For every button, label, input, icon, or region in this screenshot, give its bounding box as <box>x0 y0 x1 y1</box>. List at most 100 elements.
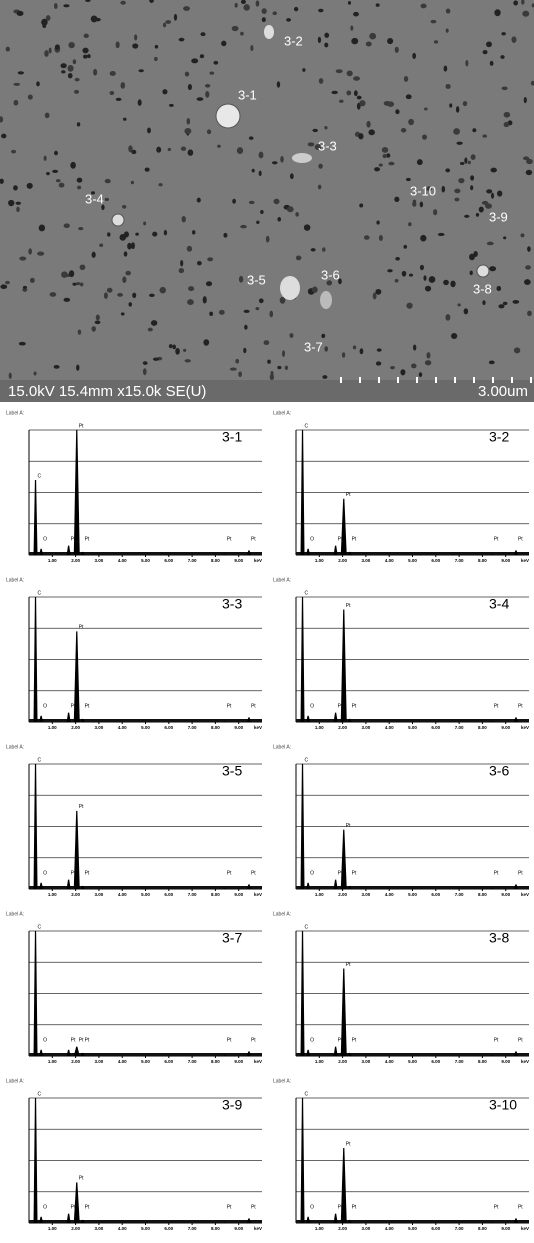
pore <box>41 18 48 26</box>
pore <box>63 297 71 302</box>
peak <box>340 829 347 889</box>
pore <box>462 100 468 107</box>
pore <box>428 276 436 283</box>
peak <box>222 1222 227 1223</box>
pore <box>467 160 471 165</box>
pore <box>378 234 383 242</box>
pore <box>103 292 108 299</box>
peak <box>66 1049 71 1056</box>
pore <box>240 31 244 36</box>
pore <box>58 182 65 188</box>
pore <box>15 201 22 205</box>
x-tick-label: 2.00 <box>71 725 80 730</box>
peak-label: Pt <box>518 703 523 709</box>
pore <box>359 100 366 107</box>
peak-label: O <box>310 536 314 542</box>
pore <box>458 177 465 184</box>
pore <box>405 94 412 100</box>
pore <box>482 134 487 138</box>
spectrum-label: Label A: <box>273 744 291 750</box>
pore <box>501 32 506 36</box>
pore <box>359 348 364 355</box>
peak <box>73 1046 80 1056</box>
pore <box>132 43 139 49</box>
pore <box>486 241 494 246</box>
pore <box>520 233 525 238</box>
pore <box>395 109 400 115</box>
x-tick-label: 3.00 <box>95 558 104 563</box>
pore <box>260 209 264 214</box>
pore <box>76 122 81 127</box>
pore <box>445 83 451 89</box>
pore <box>420 234 427 242</box>
pore <box>381 146 389 153</box>
peak <box>80 885 85 889</box>
pore <box>501 86 508 91</box>
x-tick-label: 4.00 <box>118 892 127 897</box>
pore <box>295 255 302 261</box>
pore <box>307 142 315 147</box>
peak-label: Pt <box>352 870 357 876</box>
sem-label: 3-4 <box>85 191 104 206</box>
pore <box>178 267 185 274</box>
peak-label: Pt <box>352 1204 357 1210</box>
pore <box>376 348 382 352</box>
pore <box>22 287 28 292</box>
pore <box>91 326 96 332</box>
peak-label: Pt <box>85 870 90 876</box>
x-tick-label: 3.00 <box>362 1059 371 1064</box>
pore <box>475 213 480 217</box>
sem-label: 3-1 <box>238 87 257 102</box>
pore <box>490 167 497 173</box>
x-tick-label: 7.00 <box>455 558 464 563</box>
pore <box>366 120 371 128</box>
spectrum-label: Label A: <box>273 410 291 416</box>
peak <box>246 717 251 722</box>
pore <box>38 224 46 232</box>
peak <box>333 712 338 722</box>
scale-tick <box>435 377 437 383</box>
peak-label: Pt <box>71 870 76 876</box>
x-tick-label: 4.00 <box>385 558 394 563</box>
pore <box>412 201 417 207</box>
spectrum-title: 3-9 <box>222 1097 242 1113</box>
pore <box>365 41 372 47</box>
x-tick-label: 6.00 <box>431 725 440 730</box>
pore <box>513 0 519 6</box>
pore <box>93 68 98 76</box>
pore <box>449 103 453 108</box>
pore <box>527 310 532 317</box>
pore <box>204 84 211 88</box>
noise <box>29 1053 262 1056</box>
peak <box>222 888 227 889</box>
pore <box>135 232 139 236</box>
pore <box>13 185 18 191</box>
pore <box>375 3 380 7</box>
pore <box>382 153 388 159</box>
pore <box>67 65 74 72</box>
pore <box>143 221 147 226</box>
particle <box>280 276 300 300</box>
peak-label: C <box>305 423 309 429</box>
peak-label: Pt <box>71 1037 76 1043</box>
pore <box>152 357 159 361</box>
peak-label: Pt <box>251 1037 256 1043</box>
scale-tick <box>359 377 361 383</box>
pore <box>72 59 77 65</box>
x-tick-label: 5.00 <box>141 1059 150 1064</box>
x-tick-label: 1.00 <box>315 892 324 897</box>
pore <box>120 0 126 5</box>
pore <box>445 28 449 33</box>
x-tick-label: 6.00 <box>164 892 173 897</box>
pore <box>104 197 109 202</box>
peak <box>489 888 494 889</box>
peak-label: Pt <box>346 603 351 609</box>
peak <box>306 1049 311 1056</box>
scale-text: 3.00um <box>478 383 528 400</box>
pore <box>18 341 26 346</box>
noise <box>296 719 529 722</box>
pore <box>123 117 127 121</box>
pore <box>338 278 342 285</box>
peak <box>246 1051 251 1056</box>
